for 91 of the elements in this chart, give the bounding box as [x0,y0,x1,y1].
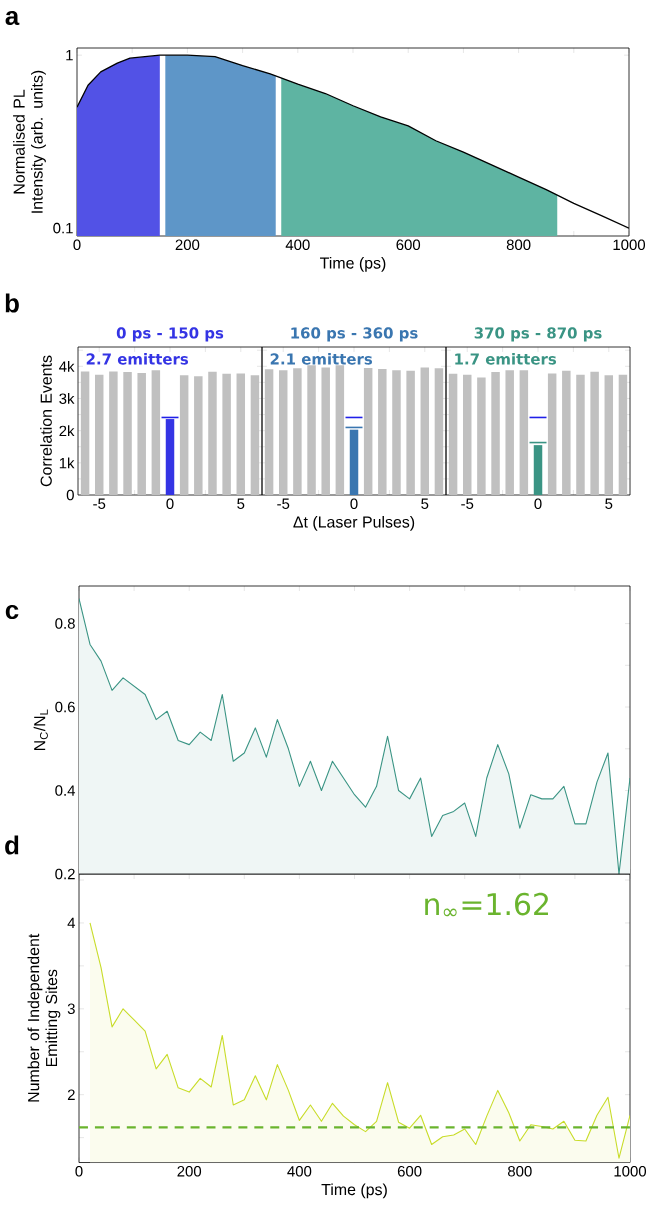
bar [392,370,401,495]
bar [363,367,373,495]
chart-title: 370 ps - 870 ps [474,327,602,342]
y-tick-label: 2k [59,425,75,437]
bar [264,369,274,495]
bar [151,370,161,495]
x-axis-title: Time (ps) [321,1183,387,1199]
text: d [5,835,19,855]
x-tick-label: 0 [534,498,542,510]
bar [250,375,260,495]
x-tick-label: 800 [506,239,531,251]
y-tick-label: 1k [59,457,75,469]
y-tick-label: 0 [66,489,74,501]
bar [137,373,146,495]
bar [236,373,246,495]
y-tick-label: 4k [59,360,75,372]
y-axis-title: Correlation Events [40,355,52,487]
bar [165,419,175,495]
bar [335,365,345,495]
y-tick-label: 3 [67,1003,75,1015]
bar [420,367,430,495]
x-tick-label: 5 [605,498,613,509]
bar [491,372,500,495]
text: b [5,293,19,313]
x-tick-label: 200 [177,1166,202,1177]
y-tick-label: 2 [67,1089,75,1100]
bar [222,373,231,495]
bar [321,367,330,495]
text: a [5,10,20,26]
x-tick-label: -5 [93,498,106,509]
bar [123,372,132,495]
bar [448,373,458,495]
y-tick-label: 0.2 [55,868,75,880]
bar [109,371,118,495]
x-tick-label: 400 [287,1166,312,1177]
text: c [5,604,19,620]
bar [547,373,557,495]
x-tick-label: 400 [285,239,310,251]
y-tick-label: 1 [66,50,73,61]
bar [519,370,529,495]
bar [576,374,585,495]
bar [94,374,104,495]
x-tick-label: 0 [75,1166,83,1177]
x-tick-label: 1000 [614,1166,647,1177]
x-tick-label: -5 [277,498,290,509]
annotation: 2.1 emitters [270,353,373,365]
annotation: 1.7 emitters [455,353,557,365]
y-tick-label: 0.6 [55,701,75,713]
y-tick-label: 3k [59,392,75,404]
bar [378,368,387,495]
bar [462,374,472,495]
chart-title: 0 ps - 150 ps [116,327,224,342]
y-tick-label: 0.1 [53,222,73,234]
x-axis-title: Time (ps) [320,256,386,272]
x-tick-label: 5 [237,498,245,509]
bar [80,371,90,495]
x-axis-title: Δt (Laser Pulses) [293,515,415,531]
y-tick-label: 0.8 [55,618,75,629]
chart-title: 160 ps - 360 ps [291,327,418,342]
x-tick-label: -5 [461,498,474,509]
bar [208,371,217,495]
bar [307,365,316,495]
annotation: 2.7 emitters [86,353,189,365]
y-tick-label: 4 [67,917,76,929]
y-axis-title: N$_{C}$/N$_{L}$ [33,709,48,751]
bar [278,370,288,495]
x-tick-label: 0 [350,498,358,510]
bar [590,371,599,495]
y-axis-title: Number of Independent Emitting Sites [27,933,61,1102]
x-tick-label: 5 [421,498,429,509]
y-tick-label: 0.4 [55,785,76,796]
x-tick-label: 600 [396,239,421,251]
bar [604,375,614,495]
x-tick-label: 800 [508,1166,532,1177]
y-axis-title: Normalised PL Intensity (arb. units) [13,70,46,213]
x-tick-label: 200 [175,239,200,251]
bar [505,370,514,495]
bar [477,377,486,495]
bar [179,375,189,495]
x-tick-label: 0 [166,498,174,510]
x-tick-label: 600 [397,1166,422,1177]
bar [533,445,543,495]
x-tick-label: 1000 [613,239,646,251]
bar [562,370,571,495]
bar [434,368,444,495]
bar [293,368,302,495]
annotation: n$_{∞}$=1.62 [425,892,548,917]
bar [349,429,359,495]
bar [406,370,415,495]
bar [618,374,628,495]
bar [194,376,203,495]
